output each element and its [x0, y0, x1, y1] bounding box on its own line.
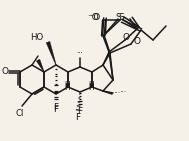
Text: H: H	[88, 81, 94, 91]
Text: F: F	[75, 114, 81, 123]
Text: S: S	[118, 14, 124, 23]
Text: O: O	[134, 38, 141, 47]
Text: O: O	[122, 34, 129, 42]
Text: F: F	[53, 103, 59, 112]
Text: ···: ···	[113, 90, 121, 99]
Polygon shape	[36, 59, 44, 72]
Text: O: O	[2, 68, 9, 77]
Text: ⁻O: ⁻O	[90, 14, 101, 23]
Polygon shape	[46, 41, 56, 65]
Text: ⁻O: ⁻O	[87, 14, 99, 23]
Text: H: H	[64, 81, 70, 91]
Text: ···: ···	[119, 89, 126, 97]
Text: S: S	[115, 13, 121, 21]
Text: F: F	[53, 104, 59, 114]
Text: F: F	[77, 107, 83, 116]
Text: Cl: Cl	[16, 109, 24, 117]
Text: H: H	[88, 82, 94, 92]
Text: HO: HO	[30, 32, 43, 41]
Text: H: H	[64, 82, 70, 92]
Text: ···: ···	[77, 50, 83, 56]
